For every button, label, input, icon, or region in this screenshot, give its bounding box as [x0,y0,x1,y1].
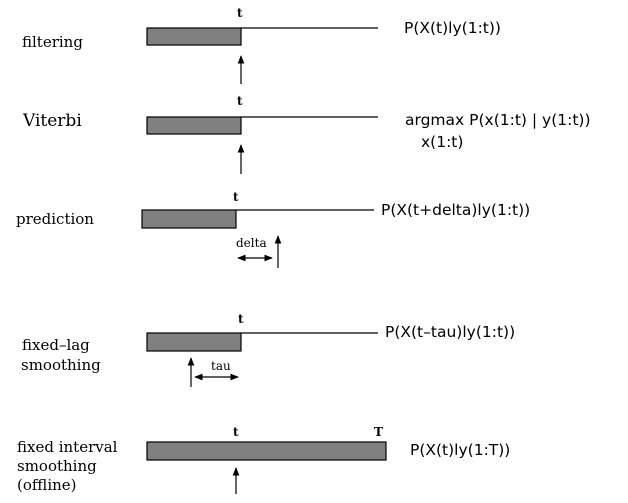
viterbi-formula: argmax P(x(1:t) | y(1:t)) [405,111,591,129]
row-fixed-interval: fixed interval smoothing (offline) t T P… [17,425,510,494]
row-filtering: filtering t P(X(t)ly(1:t)) [22,6,501,84]
prediction-time-tick: t [233,190,239,204]
row-fixed-lag: fixed–lag smoothing t tau P(X(t–tau)ly(1… [21,312,515,387]
viterbi-formula-subscript: x(1:t) [421,133,463,151]
fixed-lag-label-line1: fixed–lag [22,336,90,354]
fixed-lag-observed-bar [146,332,242,352]
fixed-lag-time-tick: t [238,312,244,326]
viterbi-time-tick: t [237,94,243,108]
row-viterbi: Viterbi t argmax P(x(1:t) | y(1:t)) x(1:… [22,94,591,174]
fixed-lag-formula: P(X(t–tau)ly(1:t)) [385,323,515,341]
row-prediction: prediction t delta P(X(t+delta)ly(1:t)) [16,190,530,268]
fixed-interval-label-line2: smoothing [17,457,97,475]
fixed-interval-label-line3: (offline) [17,476,77,494]
prediction-formula: P(X(t+delta)ly(1:t)) [381,201,530,219]
prediction-delta-label: delta [236,236,267,250]
viterbi-observed-bar [146,116,242,135]
fixed-lag-label-line2: smoothing [21,356,101,374]
fixed-interval-observed-bar [146,441,387,461]
fixed-interval-formula: P(X(t)ly(1:T)) [410,441,510,459]
fixed-lag-tau-label: tau [211,359,231,373]
fixed-interval-end-tick: T [374,425,383,439]
fixed-interval-time-tick: t [233,425,239,439]
filtering-observed-bar [146,27,242,46]
prediction-label: prediction [16,210,94,228]
filtering-time-tick: t [237,6,243,20]
fixed-interval-label-line1: fixed interval [17,438,118,456]
filtering-label: filtering [22,33,83,51]
prediction-observed-bar [141,209,237,229]
filtering-formula: P(X(t)ly(1:t)) [404,19,501,37]
viterbi-label: Viterbi [22,111,82,131]
